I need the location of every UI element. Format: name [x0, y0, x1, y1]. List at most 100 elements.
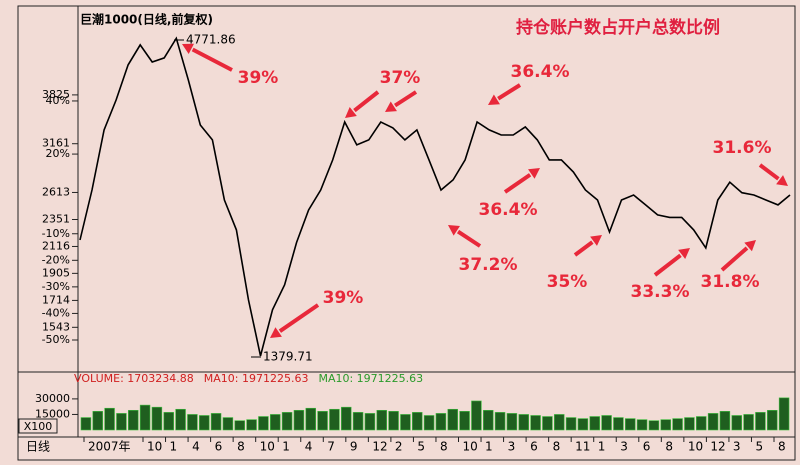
x-axis-label: 日线 — [26, 440, 50, 454]
volume-bar — [293, 409, 305, 431]
volume-bar — [163, 412, 174, 431]
x-tick-label: 4 — [192, 440, 200, 454]
x-tick-label: 1 — [598, 440, 606, 454]
volume-bar — [329, 408, 340, 431]
x-tick-label: 2007年 — [88, 440, 131, 454]
volume-bar — [660, 419, 671, 431]
legend-entry: VOLUME: 1703234.88 — [74, 372, 194, 385]
x-tick-label: 6 — [530, 440, 538, 454]
annotation: 37% — [380, 68, 421, 88]
chart-subtitle: 持仓账户数占开户总数比例 — [516, 17, 720, 38]
volume-bar — [388, 411, 399, 431]
volume-bar — [128, 409, 139, 431]
annotation: 37.2% — [459, 255, 518, 275]
x-tick-label: 11 — [575, 440, 590, 454]
x-tick-label: 7 — [327, 440, 335, 454]
volume-bar — [447, 408, 458, 431]
volume-bar — [376, 409, 387, 431]
scale-box — [18, 418, 58, 434]
volume-bar — [530, 415, 541, 431]
volume-bar — [648, 420, 660, 431]
volume-bar — [731, 415, 742, 431]
x-tick-label: 10 — [147, 440, 162, 454]
annotation: 36.4% — [511, 62, 570, 82]
volume-bar — [684, 417, 695, 431]
volume-bar — [565, 417, 577, 431]
volume-bar — [199, 415, 210, 431]
volume-bar — [139, 404, 151, 431]
legend-entry: MA10: 1971225.63 — [318, 372, 423, 385]
arrow-shaft — [191, 47, 233, 72]
x-tick-label: 1 — [170, 440, 178, 454]
frame — [17, 5, 796, 461]
arrow-head — [345, 106, 357, 118]
y-tick-label: 1714 — [42, 293, 70, 306]
arrow-head — [488, 94, 500, 105]
volume-bar — [636, 419, 648, 431]
volume-bar — [696, 416, 707, 431]
arrow-head — [182, 43, 194, 54]
volume-bar — [743, 414, 754, 431]
annotation: 1379.71 — [263, 350, 313, 364]
volume-bar — [104, 407, 115, 431]
x-tick-label: 12 — [710, 440, 725, 454]
x-tick-label: 1 — [485, 440, 493, 454]
x-tick-label: 5 — [417, 440, 425, 454]
y-tick-label: 30000 — [35, 392, 70, 405]
arrow-head — [744, 240, 756, 252]
arrow-shaft — [503, 173, 532, 194]
arrow-head — [385, 101, 397, 112]
arrow-shaft — [497, 83, 522, 101]
volume-bar — [305, 407, 316, 431]
arrow-head — [776, 175, 788, 186]
x-tick-label: 3 — [620, 440, 628, 454]
volume-bar — [400, 414, 411, 431]
annotation: 39% — [238, 68, 279, 88]
x-tick-label: 10 — [260, 440, 275, 454]
arrow-shaft — [278, 303, 320, 333]
x-tick-label: 8 — [440, 440, 448, 454]
y-tick-label: 3161 — [42, 137, 70, 150]
volume-bar — [412, 412, 423, 431]
annotation: 33.3% — [631, 282, 690, 302]
annotation: 39% — [323, 288, 364, 308]
arrow-head — [590, 235, 602, 246]
volume-bar — [625, 418, 636, 431]
y-tick-label: 1905 — [42, 266, 70, 279]
x-tick-label: 2 — [395, 440, 403, 454]
x-tick-label: 10 — [688, 440, 703, 454]
arrow-shaft — [456, 229, 482, 248]
y2-tick-label: -30% — [42, 280, 70, 293]
volume-bar — [341, 406, 352, 431]
volume-bar — [506, 413, 518, 431]
volume-bar — [116, 413, 127, 431]
x-tick-label: 10 — [463, 440, 478, 454]
volume-bar — [234, 420, 245, 431]
volume-bar — [542, 416, 553, 431]
x-tick-label: 3 — [508, 440, 516, 454]
volume-bar — [423, 415, 435, 431]
annotation: 4771.86 — [186, 33, 236, 47]
y2-tick-label: 40% — [46, 94, 70, 107]
arrow-shaft — [573, 240, 594, 257]
volume-bar — [222, 417, 234, 431]
volume-bar — [577, 418, 589, 431]
arrow-shaft — [758, 163, 780, 181]
volume-bar — [364, 413, 376, 431]
annotation: 35% — [547, 272, 588, 292]
arrow-shaft — [353, 90, 380, 113]
volume-bar — [518, 414, 529, 431]
volume-bar — [767, 409, 778, 431]
x-tick-label: 6 — [643, 440, 651, 454]
volume-bar — [317, 411, 328, 431]
arrow-shaft — [393, 90, 418, 108]
y-tick-label: 2116 — [42, 239, 70, 252]
volume-bar — [435, 413, 447, 431]
x-tick-label: 5 — [755, 440, 763, 454]
volume-bar — [471, 400, 482, 431]
chart-title: 巨潮1000(日线,前复权) — [80, 12, 213, 27]
volume-bar — [151, 406, 163, 431]
volume-bar — [589, 416, 600, 431]
y2-tick-label: -40% — [42, 306, 70, 319]
